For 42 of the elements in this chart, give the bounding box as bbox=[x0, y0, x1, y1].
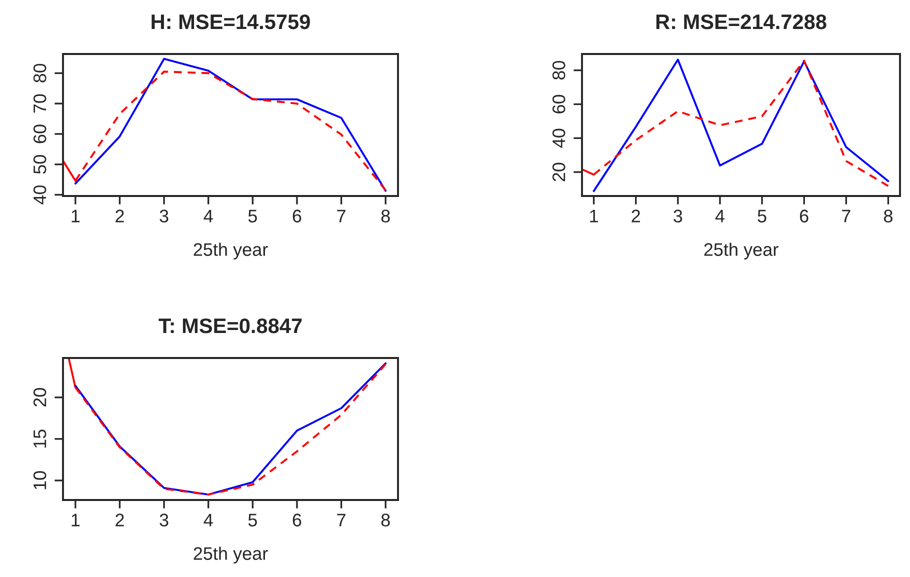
x-tick-label: 8 bbox=[381, 210, 390, 222]
y-tick-label: 40 bbox=[552, 128, 566, 148]
x-tick-label: 7 bbox=[337, 210, 346, 222]
x-tick-label: 4 bbox=[204, 514, 213, 526]
x-axis-title: 25th year bbox=[194, 242, 268, 260]
chart-title: R: MSE=214.7288 bbox=[656, 14, 826, 30]
x-tick-label: 3 bbox=[160, 210, 168, 222]
x-tick-label: 8 bbox=[884, 210, 892, 222]
x-tick-label: 4 bbox=[204, 210, 213, 222]
x-tick-label: 5 bbox=[248, 514, 257, 526]
x-tick-label: 7 bbox=[842, 210, 850, 222]
x-tick-label: 4 bbox=[715, 210, 724, 222]
y-tick-label: 80 bbox=[33, 64, 46, 82]
x-tick-label: 2 bbox=[632, 210, 640, 222]
y-tick-label: 60 bbox=[552, 94, 566, 114]
x-tick-label: 2 bbox=[116, 514, 124, 526]
y-tick-label: 20 bbox=[33, 388, 46, 407]
y-tick-label: 50 bbox=[33, 155, 46, 174]
y-tick-label: 70 bbox=[33, 94, 46, 113]
x-tick-label: 6 bbox=[800, 210, 808, 222]
x-tick-label: 3 bbox=[160, 514, 168, 526]
y-tick-label: 20 bbox=[552, 162, 566, 182]
x-tick-label: 2 bbox=[116, 210, 124, 222]
chart-title: H: MSE=14.5759 bbox=[152, 14, 310, 30]
x-tick-label: 8 bbox=[381, 514, 390, 526]
chart-title: T: MSE=0.8847 bbox=[158, 318, 302, 334]
x-tick-label: 1 bbox=[590, 210, 598, 222]
x-tick-label: 1 bbox=[72, 514, 80, 526]
x-axis-title: 25th year bbox=[194, 546, 268, 564]
x-axis-title: 25th year bbox=[704, 242, 778, 260]
x-tick-label: 5 bbox=[758, 210, 766, 222]
y-tick-label: 10 bbox=[33, 471, 46, 490]
x-tick-label: 5 bbox=[248, 210, 257, 222]
x-tick-label: 1 bbox=[72, 210, 80, 222]
y-tick-label: 80 bbox=[552, 60, 566, 80]
y-tick-label: 60 bbox=[33, 124, 46, 144]
x-tick-label: 6 bbox=[292, 210, 302, 222]
x-tick-label: 3 bbox=[674, 210, 682, 222]
x-tick-label: 6 bbox=[292, 514, 302, 526]
y-tick-label: 15 bbox=[34, 430, 46, 448]
x-tick-label: 7 bbox=[337, 514, 346, 526]
y-tick-label: 40 bbox=[33, 185, 46, 204]
